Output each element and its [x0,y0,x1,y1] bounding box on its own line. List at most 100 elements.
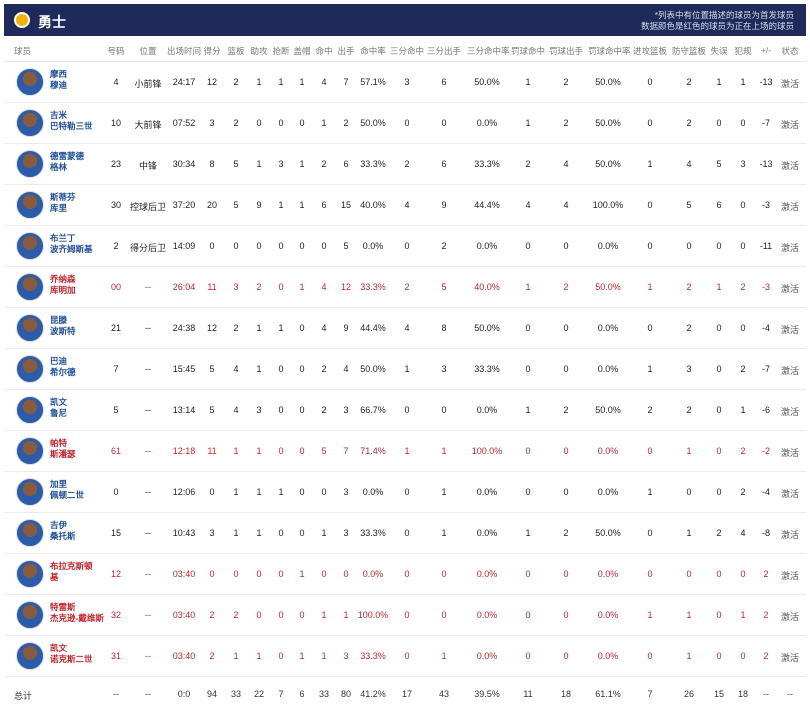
cell-fgm: 0 [321,241,327,251]
cell-ast: 1 [256,159,262,169]
table-row[interactable]: 乔纳森 库明加 00 -- 26:04 11 3 2 0 1 4 12 33.3% 2 5 40.0% 1 2 50… [4,267,806,308]
cell-tpa: 8 [441,323,447,333]
cell-ftm: 1 [525,118,531,128]
col-header-blk[interactable]: 盖帽 [293,46,311,56]
total-num: -- [113,689,119,699]
col-header-tpp[interactable]: 三分命中率 [467,46,510,56]
col-header-fta[interactable]: 罚球出手 [548,46,583,56]
player-name-link[interactable]: 特雷斯 杰克逊-戴维斯 [50,602,104,624]
player-name-link[interactable]: 斯蒂芬 库里 [50,192,104,214]
col-header-tpa[interactable]: 三分出手 [426,46,461,56]
table-row[interactable]: 巴迪 希尔德 7 -- 15:45 5 4 1 0 0 2 4 50.0% 1 3 33.3% 0 0 0.0% 1 3… [4,349,806,390]
cell-tpm: 1 [404,446,410,456]
col-header-st[interactable]: 状态 [781,46,799,56]
cell-dreb: 0 [686,241,692,251]
avatar[interactable] [16,191,44,219]
col-header-ast[interactable]: 助攻 [250,46,268,56]
cell-st: 激活 [780,243,799,253]
total-tov: 15 [713,689,724,699]
avatar[interactable] [16,314,44,342]
cell-fgp: 50.0% [360,118,386,128]
avatar[interactable] [16,68,44,96]
avatar[interactable] [16,355,44,383]
col-header-stl[interactable]: 抢断 [272,46,290,56]
cell-st: 激活 [780,653,799,663]
player-name-link[interactable]: 加里 佩顿二世 [50,479,104,501]
col-header-ftp[interactable]: 罚球命中率 [588,46,631,56]
cell-fta: 0 [563,241,569,251]
player-name-link[interactable]: 吉伊 桑托斯 [50,520,104,542]
cell-ftp: 0.0% [597,241,619,251]
player-name-link[interactable]: 吉米 巴特勒三世 [50,110,104,132]
player-name-link[interactable]: 巴迪 希尔德 [50,356,104,378]
cell-oreb: 1 [647,282,653,292]
player-name-link[interactable]: 布兰丁 波齐姆斯基 [50,233,104,255]
col-header-fgp[interactable]: 命中率 [360,46,386,56]
col-header-reb[interactable]: 篮板 [227,46,245,56]
col-header-pos[interactable]: 位置 [139,46,157,56]
player-name-link[interactable]: 乔纳森 库明加 [50,274,104,296]
table-row[interactable]: 吉伊 桑托斯 15 -- 10:43 3 1 1 0 0 1 3 33.3% 0 1 0.0% 1 2 50.0% 0… [4,513,806,554]
table-row[interactable]: 特雷斯 杰克逊-戴维斯 32 -- 03:40 2 2 0 0 0 1 1 100.0% 0 0 0.0% 0 0… [4,595,806,636]
avatar[interactable] [16,478,44,506]
cell-oreb: 0 [647,528,653,538]
player-name-line2: 基 [50,572,59,582]
cell-pm: 2 [763,651,769,661]
player-name-line2: 斯潘瑟 [50,449,76,459]
col-header-dreb[interactable]: 防守篮板 [671,46,706,56]
table-row[interactable]: 布兰丁 波齐姆斯基 2 得分后卫 14:09 0 0 0 0 0 0 5 0.0% 0 2 0.0% 0 0 0.0… [4,226,806,267]
avatar[interactable] [16,273,44,301]
col-header-num[interactable]: 号码 [107,46,125,56]
table-row[interactable]: 凯文 诺克斯二世 31 -- 03:40 2 1 1 0 1 1 3 33.3% 0 1 0.0% 0 0 0.0%… [4,636,806,677]
player-name-link[interactable]: 凯文 诺克斯二世 [50,643,104,665]
cell-stl: 3 [278,159,284,169]
cell-reb: 1 [233,528,239,538]
col-header-min[interactable]: 出场时间 [166,46,201,56]
col-header-ftm[interactable]: 罚球命中 [510,46,545,56]
avatar[interactable] [16,232,44,260]
player-name-link[interactable]: 摩西 穆迪 [50,69,104,91]
table-row[interactable]: 布拉克斯顿基 12 -- 03:40 0 0 0 0 1 0 0 0.0% 0 0 0.0% 0 0 0.0% 0 0… [4,554,806,595]
total-fgm: 33 [318,689,329,699]
cell-pf: 0 [740,118,746,128]
col-header-tov[interactable]: 失误 [710,46,728,56]
player-name-link[interactable]: 帕特 斯潘瑟 [50,438,104,460]
table-row[interactable]: 德雷蒙德 格林 23 中锋 30:34 8 5 1 3 1 2 6 33.3% 2 6 33.3% 2 4 50.0… [4,144,806,185]
col-header-pf[interactable]: 犯规 [734,46,752,56]
cell-min: 12:06 [172,487,196,497]
avatar[interactable] [16,396,44,424]
table-row[interactable]: 帕特 斯潘瑟 61 -- 12:18 11 1 1 0 0 5 7 71.4% 1 1 100.0% 0 0 0.0… [4,431,806,472]
table-row[interactable]: 斯蒂芬 库里 30 控球后卫 37:20 20 5 9 1 1 6 15 40.0% 4 9 44.4% 4 4 1… [4,185,806,226]
table-row[interactable]: 吉米 巴特勒三世 10 大前锋 07:52 3 2 0 0 0 1 2 50.0% 0 0 0.0% 1 2 50.… [4,103,806,144]
player-name-link[interactable]: 德雷蒙德 格林 [50,151,104,173]
avatar[interactable] [16,519,44,547]
table-row[interactable]: 昆滕 波斯特 21 -- 24:38 12 2 1 1 0 4 9 44.4% 4 8 50.0% 0 0 0.0%… [4,308,806,349]
avatar[interactable] [16,560,44,588]
col-header-pm[interactable]: +/- [760,45,772,55]
cell-ast: 0 [256,610,262,620]
player-name-link[interactable]: 昆滕 波斯特 [50,315,104,337]
table-row[interactable]: 摩西 穆迪 4 小前锋 24:17 12 2 1 1 1 4 7 57.1% 3 6 50.0% 1 2 50.0%… [4,62,806,103]
player-name-line1: 布兰丁 [50,233,76,243]
avatar[interactable] [16,601,44,629]
avatar[interactable] [16,150,44,178]
col-header-fga[interactable]: 出手 [337,46,355,56]
cell-tpm: 0 [404,241,410,251]
avatar[interactable] [16,109,44,137]
cell-pos: 控球后卫 [129,202,166,212]
player-name-link[interactable]: 凯文 鲁尼 [50,397,104,419]
table-row[interactable]: 凯文 鲁尼 5 -- 13:14 5 4 3 0 0 2 3 66.7% 0 0 0.0% 1 2 50.0% 2 2 0… [4,390,806,431]
cell-fgm: 0 [321,569,327,579]
col-header-tpm[interactable]: 三分命中 [389,46,424,56]
cell-tpa: 1 [441,487,447,497]
table-row[interactable]: 加里 佩顿二世 0 -- 12:06 0 1 1 1 0 0 3 0.0% 0 1 0.0% 0 0 0.0% 1 0 0… [4,472,806,513]
player-name-link[interactable]: 布拉克斯顿基 [50,561,104,583]
cell-tpp: 33.3% [474,159,500,169]
col-header-pts[interactable]: 得分 [203,46,221,56]
cell-tpp: 44.4% [474,200,500,210]
col-header-oreb[interactable]: 进攻篮板 [632,46,667,56]
col-header-fgm[interactable]: 命中 [315,46,333,56]
player-name-line1: 摩西 [50,69,68,79]
avatar[interactable] [16,642,44,670]
avatar[interactable] [16,437,44,465]
